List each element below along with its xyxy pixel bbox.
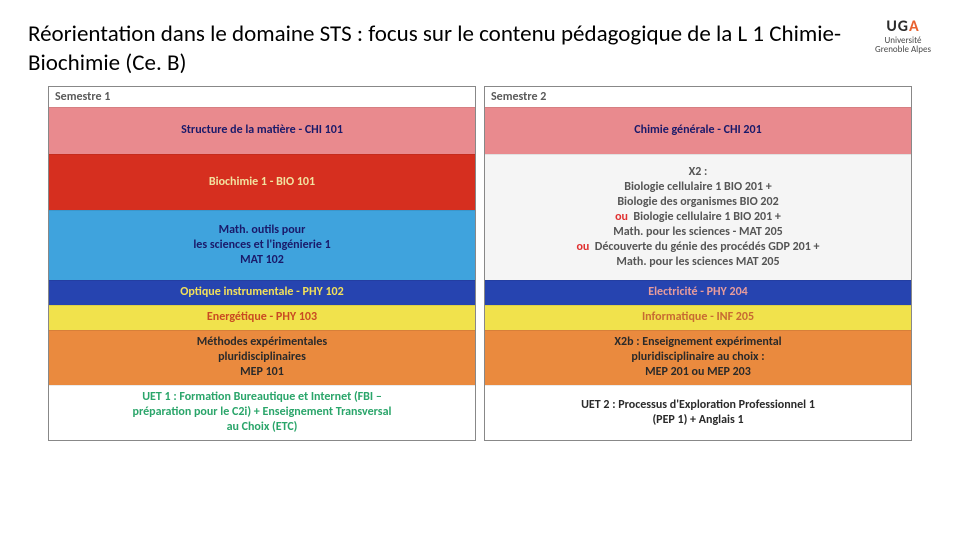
course-block: Math. outils pourles sciences et l'ingén… xyxy=(49,210,475,280)
course-block: UET 1 : Formation Bureautique et Interne… xyxy=(49,385,475,440)
course-block-label: Math. outils pourles sciences et l'ingén… xyxy=(55,223,469,268)
course-block: Optique instrumentale - PHY 102 xyxy=(49,280,475,305)
semester-grid: Semestre 1 Structure de la matière - CHI … xyxy=(0,86,960,441)
course-block: X2b : Enseignement expérimentalpluridisc… xyxy=(485,330,911,385)
logo-line2: Grenoble Alpes xyxy=(874,45,932,55)
course-block: Structure de la matière - CHI 101 xyxy=(49,107,475,154)
course-block-label: Biochimie 1 - BIO 101 xyxy=(55,175,469,190)
course-block-label: UET 1 : Formation Bureautique et Interne… xyxy=(55,390,469,435)
course-block-label: Optique instrumentale - PHY 102 xyxy=(55,285,469,300)
course-block: Chimie générale - CHI 201 xyxy=(485,107,911,154)
course-block-label: Informatique - INF 205 xyxy=(491,310,905,325)
course-block-label: X2 :Biologie cellulaire 1 BIO 201 +Biolo… xyxy=(491,165,905,270)
course-block-label: UET 2 : Processus d'Exploration Professi… xyxy=(491,398,905,428)
course-block: Informatique - INF 205 xyxy=(485,305,911,330)
logo-prefix: UG xyxy=(886,17,909,36)
course-block-label: Electricité - PHY 204 xyxy=(491,285,905,300)
course-block: Energétique - PHY 103 xyxy=(49,305,475,330)
course-block: UET 2 : Processus d'Exploration Professi… xyxy=(485,385,911,440)
semester-column: Semestre 2 Chimie générale - CHI 201 X2 :B… xyxy=(484,86,912,441)
uga-logo: UGA Université Grenoble Alpes xyxy=(874,18,932,55)
course-block: Electricité - PHY 204 xyxy=(485,280,911,305)
course-block-label: Méthodes expérimentalespluridisciplinair… xyxy=(55,335,469,380)
course-block: Biochimie 1 - BIO 101 xyxy=(49,154,475,210)
logo-accent: A xyxy=(909,17,920,36)
semester-label: Semestre 2 xyxy=(485,87,911,107)
course-block: Méthodes expérimentalespluridisciplinair… xyxy=(49,330,475,385)
semester-column: Semestre 1 Structure de la matière - CHI … xyxy=(48,86,476,441)
course-block: X2 :Biologie cellulaire 1 BIO 201 +Biolo… xyxy=(485,154,911,280)
course-block-label: X2b : Enseignement expérimentalpluridisc… xyxy=(491,335,905,380)
semester-label: Semestre 1 xyxy=(49,87,475,107)
course-block-label: Energétique - PHY 103 xyxy=(55,310,469,325)
page-title: Réorientation dans le domaine STS : focu… xyxy=(28,20,862,78)
course-block-label: Structure de la matière - CHI 101 xyxy=(55,123,469,138)
course-block-label: Chimie générale - CHI 201 xyxy=(491,123,905,138)
